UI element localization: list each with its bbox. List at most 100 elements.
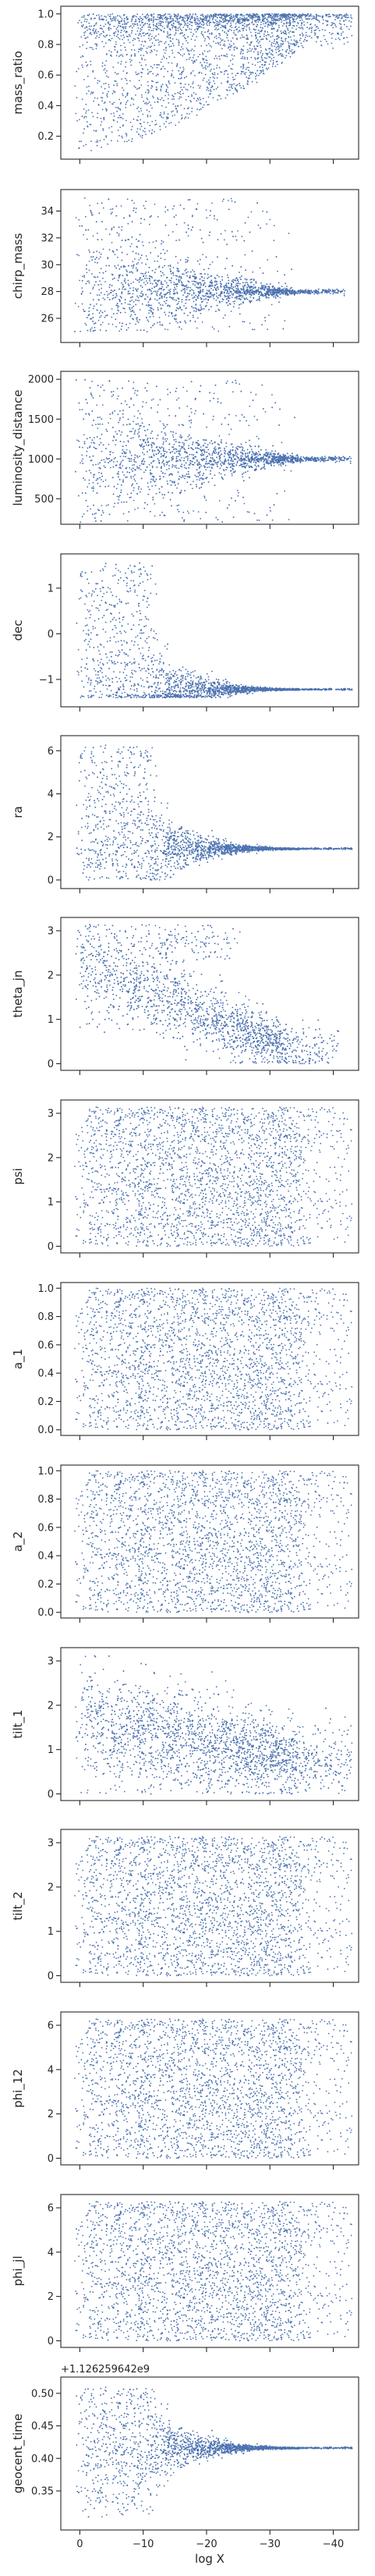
point [102, 130, 104, 132]
point [258, 20, 260, 21]
point [175, 15, 178, 16]
point [162, 15, 165, 17]
point [90, 60, 92, 62]
point [238, 22, 240, 23]
point [136, 88, 138, 90]
point [218, 21, 220, 23]
point [248, 27, 250, 29]
point [87, 36, 89, 38]
point [209, 215, 211, 216]
point [243, 73, 246, 74]
point [157, 41, 160, 44]
point [97, 30, 99, 33]
point [240, 51, 242, 53]
point [135, 252, 137, 254]
point [228, 65, 230, 67]
point [226, 94, 228, 96]
point [131, 27, 133, 29]
point [230, 30, 232, 31]
point [145, 280, 147, 282]
point [149, 33, 151, 35]
point [208, 83, 210, 86]
point [174, 286, 175, 289]
point [86, 86, 88, 88]
point [154, 124, 157, 126]
point [210, 283, 213, 285]
point [213, 88, 215, 90]
point [115, 55, 118, 57]
point [103, 31, 104, 34]
point [270, 15, 272, 17]
point [302, 35, 304, 37]
point [209, 70, 211, 72]
point [295, 41, 298, 44]
point [126, 83, 128, 84]
point [298, 27, 300, 29]
point [81, 287, 83, 289]
point [271, 58, 273, 60]
point [78, 119, 80, 121]
point [156, 23, 158, 24]
point [96, 257, 97, 258]
point [197, 55, 200, 58]
point [177, 13, 179, 15]
point [172, 23, 175, 25]
point [115, 325, 118, 328]
point [266, 57, 267, 59]
point [185, 303, 186, 304]
point [80, 36, 83, 38]
point [129, 105, 132, 106]
point [224, 229, 226, 232]
point [183, 76, 186, 79]
point [88, 13, 90, 16]
point [83, 308, 84, 310]
point [113, 226, 115, 229]
point [76, 119, 78, 122]
point [98, 258, 100, 260]
point [153, 19, 154, 21]
point [94, 77, 96, 80]
point [120, 44, 122, 47]
point [181, 76, 182, 79]
point [241, 236, 243, 237]
point [199, 87, 200, 89]
point [116, 121, 119, 123]
point [189, 290, 191, 292]
point [106, 314, 108, 316]
point [194, 39, 196, 41]
point [154, 268, 157, 271]
point [287, 27, 288, 30]
point [302, 46, 304, 48]
point [239, 30, 241, 32]
point [242, 66, 245, 68]
point [96, 140, 98, 141]
point [91, 214, 93, 216]
point [120, 61, 122, 62]
point [215, 88, 218, 90]
point [148, 310, 150, 311]
point [119, 296, 122, 297]
point [325, 15, 327, 17]
point [91, 327, 93, 329]
point [332, 13, 334, 16]
point [228, 325, 231, 328]
point [263, 35, 265, 37]
point [193, 61, 195, 63]
point [232, 15, 235, 16]
point [173, 289, 175, 290]
point [168, 13, 171, 16]
point [112, 33, 115, 34]
point [87, 75, 89, 77]
point [176, 64, 179, 66]
point [74, 303, 76, 304]
point [165, 206, 167, 208]
point [185, 321, 187, 324]
point [261, 14, 263, 16]
point [186, 108, 189, 110]
point [174, 82, 176, 84]
point [223, 286, 225, 287]
point [129, 35, 131, 37]
point [197, 297, 200, 300]
point [103, 116, 105, 119]
point [196, 16, 198, 18]
